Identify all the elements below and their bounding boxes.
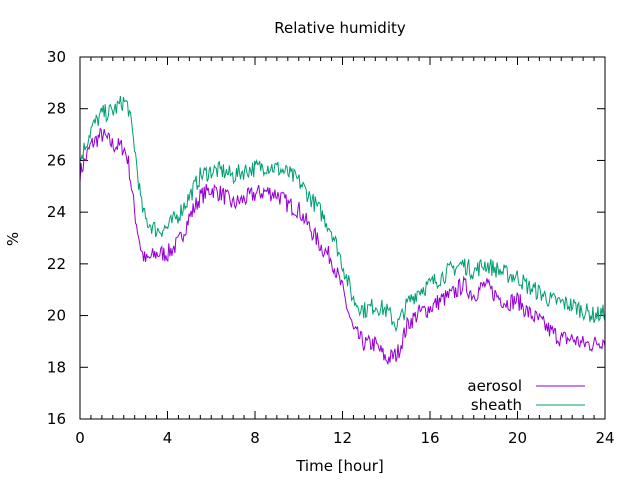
x-tick-label: 20 <box>508 429 527 447</box>
x-tick-label: 4 <box>163 429 173 447</box>
series-lines <box>79 95 606 365</box>
x-tick-label: 0 <box>75 429 85 447</box>
legend-label-sheath: sheath <box>471 396 522 414</box>
y-tick-label: 16 <box>47 410 66 428</box>
x-tick-label: 8 <box>250 429 260 447</box>
y-tick-label: 18 <box>47 358 66 376</box>
axis-ticks <box>79 56 606 420</box>
y-tick-label: 20 <box>47 307 66 325</box>
tick-labels: 0 4 8 12 16 20 24 16 18 20 22 24 26 28 30 <box>47 48 615 447</box>
x-tick-label: 12 <box>333 429 352 447</box>
plot-frame <box>79 56 606 420</box>
y-tick-label: 30 <box>47 48 66 66</box>
y-tick-label: 22 <box>47 255 66 273</box>
series-line-aerosol <box>79 127 606 365</box>
series-line-sheath <box>79 95 606 333</box>
y-tick-label: 24 <box>47 203 66 221</box>
x-tick-label: 16 <box>420 429 439 447</box>
chart-title: Relative humidity <box>274 19 406 37</box>
y-axis-label: % <box>4 232 22 246</box>
x-axis-label: Time [hour] <box>295 457 384 475</box>
y-tick-label: 28 <box>47 100 66 118</box>
y-tick-label: 26 <box>47 151 66 169</box>
x-tick-label: 24 <box>595 429 614 447</box>
legend-label-aerosol: aerosol <box>467 377 522 395</box>
